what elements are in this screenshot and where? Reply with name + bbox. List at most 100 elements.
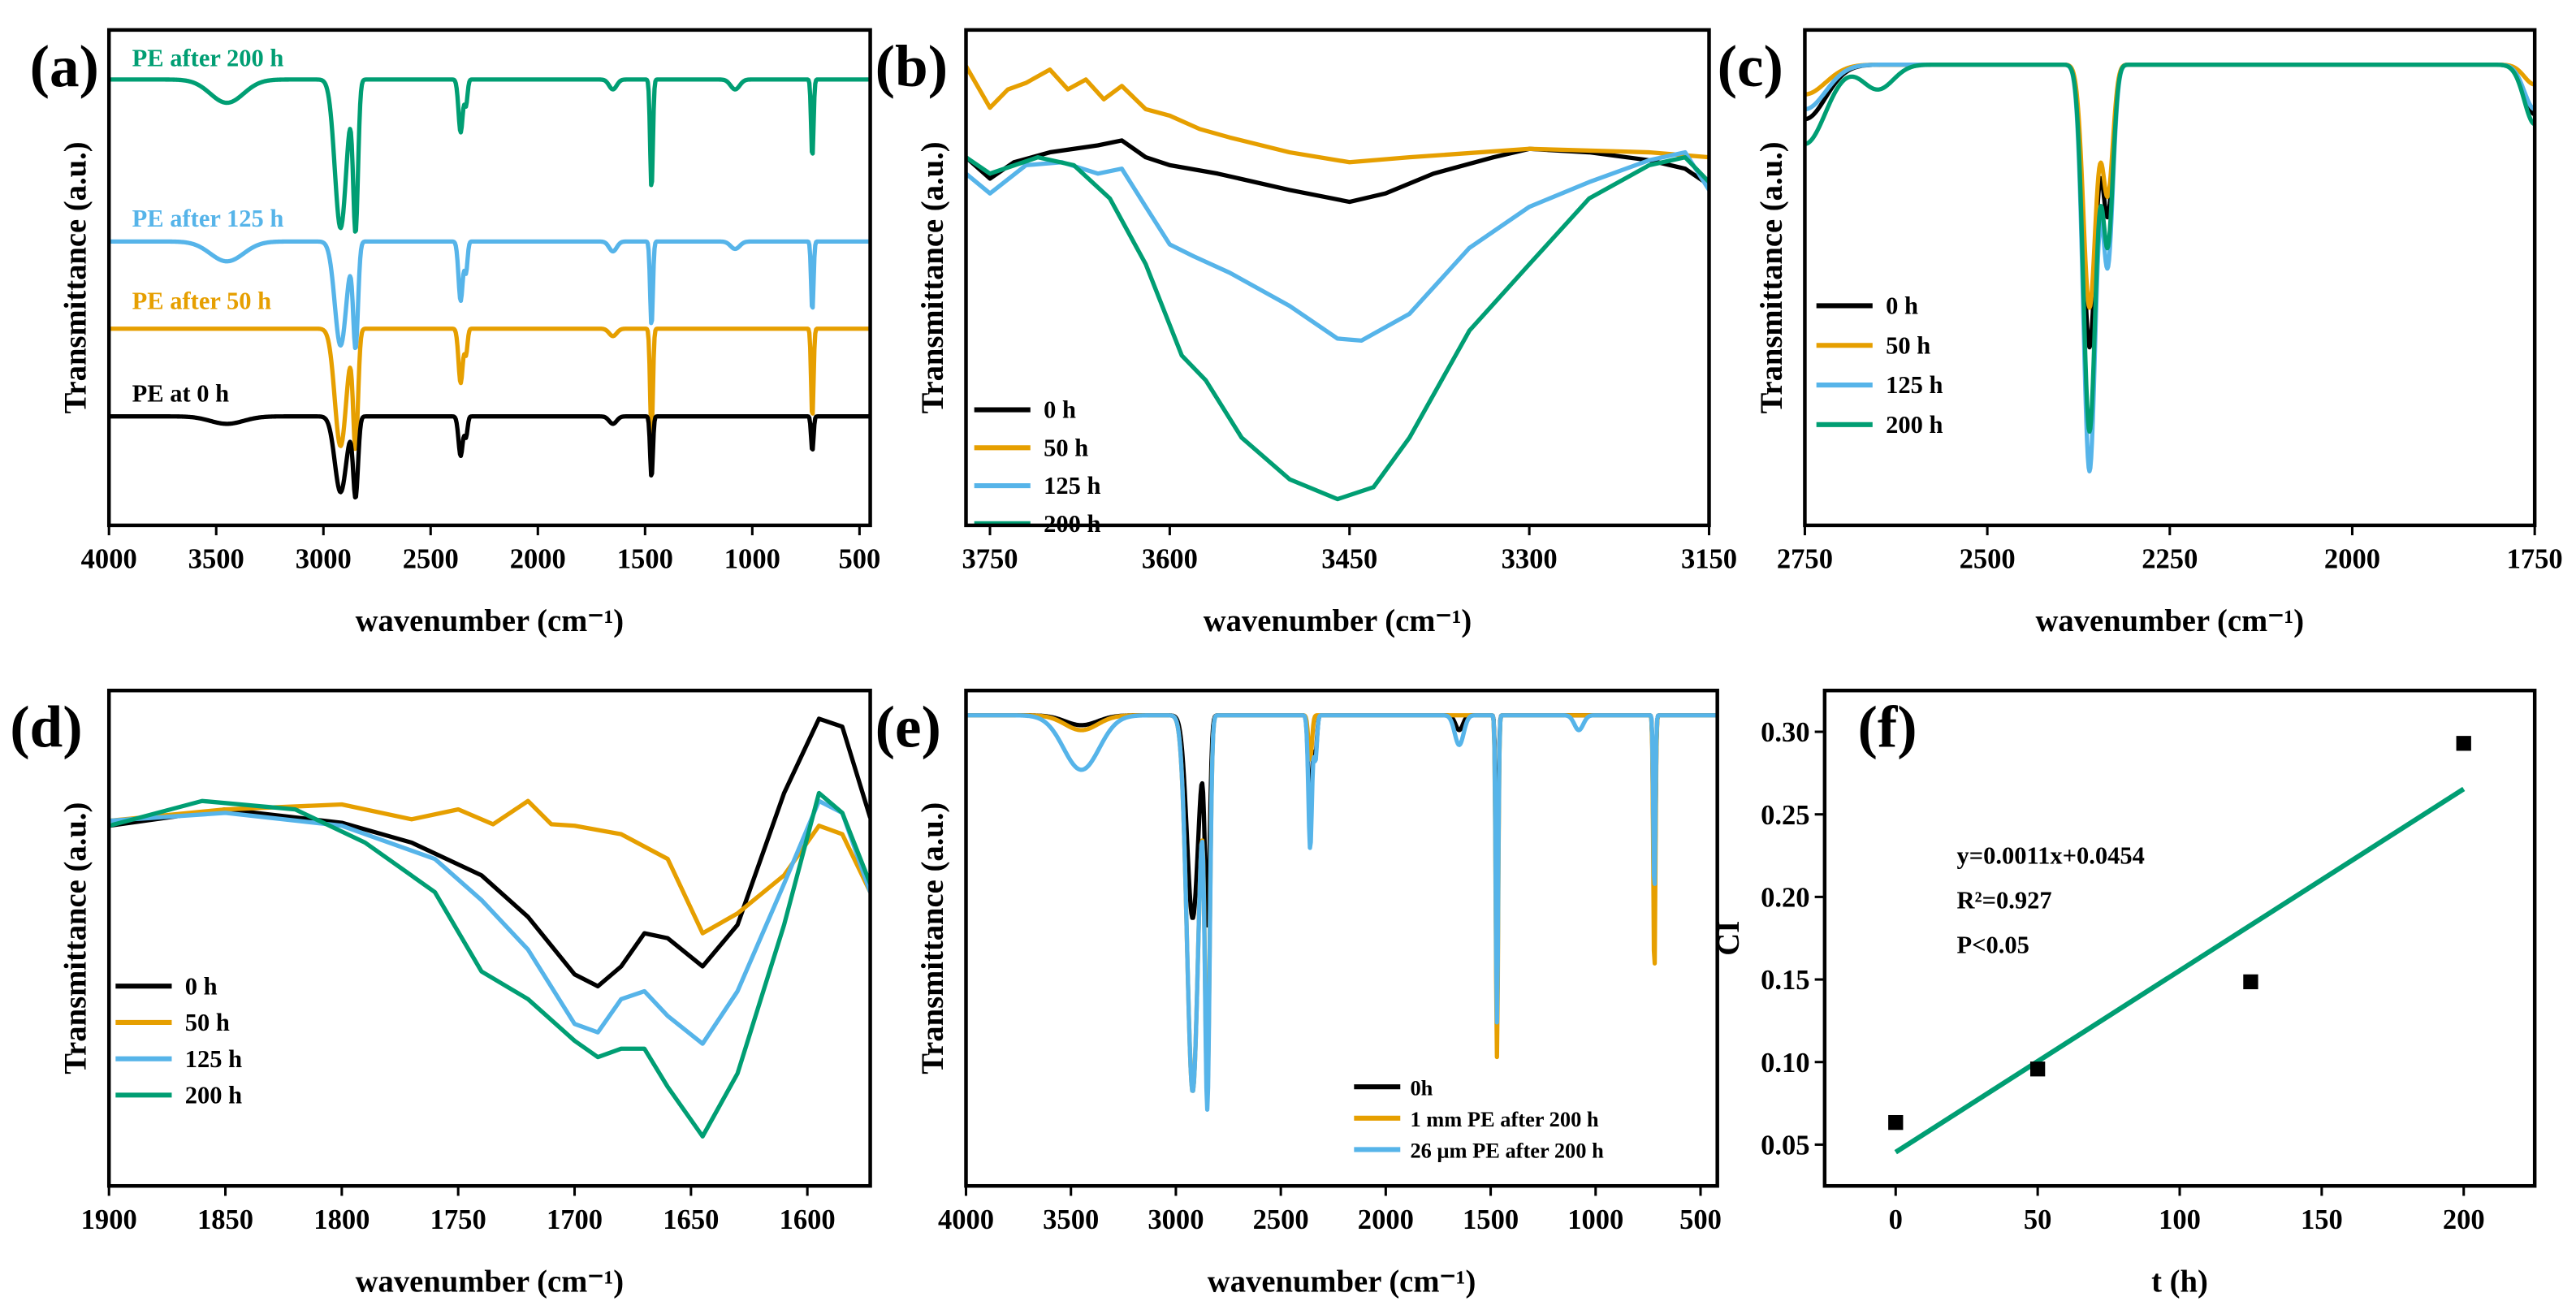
panel-letter: (d)	[10, 694, 82, 759]
panel-letter: (a)	[30, 33, 99, 99]
legend-item: 125 h	[974, 472, 1100, 499]
x-tick-label: 50	[2024, 1204, 2052, 1235]
panel-letter: (e)	[875, 694, 941, 759]
y-axis-label: Transmittance (a.u.)	[916, 141, 950, 413]
x-tick-label: 1000	[1567, 1204, 1623, 1235]
x-tick-label: 4000	[938, 1204, 994, 1235]
plot-area	[109, 77, 871, 500]
legend-label: 0 h	[1886, 292, 1918, 320]
legend-item: 0 h	[974, 396, 1076, 424]
plot-frame	[106, 688, 872, 1188]
x-tick-label: 2500	[1253, 1204, 1309, 1235]
panel-c: 0 h 50 h 125 h 200 h 2750 2500 2250 2000 1750 wav…	[1718, 28, 2563, 638]
x-tick-label: 1000	[724, 544, 780, 575]
x-tick-label: 1800	[313, 1204, 370, 1235]
legend-label: 200 h	[185, 1082, 242, 1109]
legend: 0 h 50 h 125 h 200 h	[1816, 292, 1943, 439]
fit-annotation: y=0.0011x+0.0454	[1957, 842, 2145, 870]
legend-item: 50 h	[974, 434, 1088, 461]
series-line-200-h	[109, 790, 871, 1139]
x-tick-label: 3000	[296, 544, 352, 575]
series-inline-label: PE at 0 h	[132, 379, 230, 407]
series-inline-label: PE after 125 h	[132, 205, 284, 232]
x-tick-label: 1600	[780, 1204, 836, 1235]
legend-item: 0 h	[115, 972, 218, 1000]
series-line-PE-after-200-h	[109, 77, 871, 234]
x-tick-label: 3750	[962, 544, 1018, 575]
series-line-PE-after-125-h	[109, 239, 871, 351]
legend-item: 26 μm PE after 200 h	[1354, 1139, 1604, 1163]
legend-item: 1 mm PE after 200 h	[1354, 1107, 1599, 1131]
x-tick-label: 4000	[81, 544, 137, 575]
x-tick-label: 500	[838, 544, 880, 575]
series-line-26-μm-PE-after-200-h	[966, 713, 1718, 1112]
legend: 0 h 50 h 125 h 200 h	[115, 972, 242, 1109]
x-tick-label: 3500	[1043, 1204, 1099, 1235]
plot-area	[1888, 736, 2471, 1155]
panel-letter: (b)	[875, 33, 948, 99]
plot-frame	[1822, 688, 2537, 1188]
legend-item: 0h	[1354, 1075, 1433, 1100]
series-line-1-mm-PE-after-200-h	[966, 713, 1718, 1097]
x-tick-label: 2500	[403, 544, 459, 575]
x-tick-label: 3150	[1681, 544, 1737, 575]
legend-label: 1 mm PE after 200 h	[1410, 1107, 1598, 1131]
y-tick-label: 0.30	[1761, 717, 1809, 748]
series-line-125-h	[109, 798, 871, 1046]
series-inline-label: PE after 50 h	[132, 288, 271, 315]
legend-label: 26 μm PE after 200 h	[1410, 1139, 1604, 1163]
y-tick-label: 0.20	[1761, 883, 1809, 914]
legend-item: 50 h	[1816, 331, 1930, 359]
legend-label: 125 h	[185, 1045, 242, 1073]
x-tick-label: 200	[2443, 1204, 2485, 1235]
series-line-PE-after-50-h	[109, 326, 871, 452]
x-tick-label: 2750	[1777, 544, 1833, 575]
legend-label: 125 h	[1886, 371, 1943, 399]
x-tick-label: 150	[2301, 1204, 2343, 1235]
x-tick-label: 1650	[663, 1204, 719, 1235]
x-tick-label: 3300	[1502, 544, 1558, 575]
panel-e: 0h 1 mm PE after 200 h 26 μm PE after 200 …	[875, 688, 1722, 1299]
legend-label: 50 h	[1886, 331, 1930, 359]
x-tick-label: 1500	[1463, 1204, 1519, 1235]
data-point	[2456, 736, 2471, 751]
plot-frame	[964, 28, 1711, 528]
panel-d: 0 h 50 h 125 h 200 h 1900 1850 1800 1750 1700 165…	[10, 688, 872, 1299]
series-line-200-h	[966, 155, 1709, 502]
x-tick-label: 1900	[81, 1204, 137, 1235]
x-axis-label: wavenumber (cm⁻¹)	[1208, 1265, 1476, 1299]
legend-item: 50 h	[115, 1009, 230, 1036]
panel-letter: (f)	[1858, 694, 1917, 759]
y-axis-label: CI	[1712, 921, 1746, 956]
legend-item: 200 h	[115, 1082, 242, 1109]
x-tick-label: 1500	[617, 544, 673, 575]
legend-label: 0 h	[1044, 396, 1076, 424]
series-line-50-h	[966, 65, 1709, 165]
legend-label: 0 h	[185, 972, 218, 1000]
fit-annotation: P<0.05	[1957, 932, 2029, 959]
y-axis-label: Transmittance (a.u.)	[59, 141, 93, 413]
x-tick-label: 1750	[430, 1204, 486, 1235]
x-tick-label: 3450	[1321, 544, 1377, 575]
data-point	[2243, 974, 2258, 990]
x-tick-label: 0	[1889, 1204, 1903, 1235]
legend-label: 125 h	[1044, 472, 1100, 499]
x-tick-label: 2000	[1358, 1204, 1414, 1235]
plot-area	[966, 713, 1718, 1112]
x-tick-label: 3600	[1142, 544, 1198, 575]
y-tick-label: 0.15	[1761, 965, 1809, 996]
series-line-0h	[966, 713, 1718, 961]
legend-item: 125 h	[115, 1045, 242, 1073]
panel-f: 0 50 100 150 200 0.05 0.10 0.15 0.20 0.25 0.30 y=0.…	[1712, 688, 2537, 1299]
x-tick-label: 2250	[2142, 544, 2198, 575]
legend-label: 0h	[1410, 1075, 1433, 1100]
x-tick-label: 3500	[188, 544, 244, 575]
legend-item: 0 h	[1816, 292, 1918, 320]
fit-line	[1894, 786, 2466, 1155]
series-line-0-h	[109, 716, 871, 989]
y-axis-label: Transmittance (a.u.)	[59, 802, 93, 1074]
y-axis-label: Transmittance (a.u.)	[916, 802, 950, 1074]
x-tick-label: 1750	[2507, 544, 2563, 575]
